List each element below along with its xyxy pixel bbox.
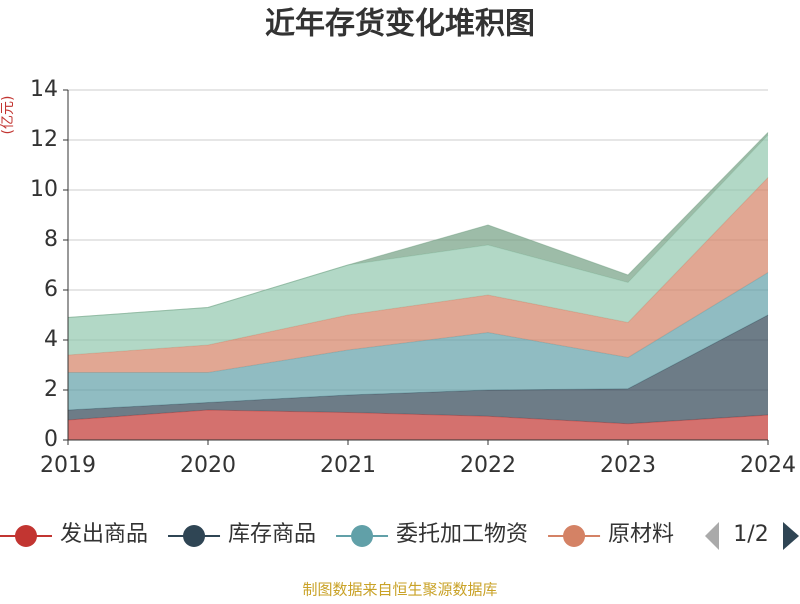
area-edge — [67, 132, 769, 318]
legend-label: 委托加工物资 — [396, 522, 528, 547]
area-fill — [68, 135, 768, 355]
y-tick-label: 8 — [44, 227, 58, 252]
x-tick-label: 2021 — [320, 453, 376, 478]
legend-label: 发出商品 — [60, 522, 148, 547]
y-axis-label: (亿元) — [0, 96, 16, 135]
x-tick-label: 2019 — [40, 453, 96, 478]
area-fill — [68, 410, 768, 440]
source-note: 制图数据来自恒生聚源数据库 — [302, 581, 497, 599]
x-tick-label: 2022 — [460, 453, 516, 478]
y-tick-label: 4 — [44, 327, 58, 352]
y-tick-label: 6 — [44, 277, 58, 302]
y-tick-label: 14 — [30, 77, 58, 102]
x-tick-label: 2020 — [180, 453, 236, 478]
y-tick-label: 0 — [44, 427, 58, 452]
area-fill — [68, 315, 768, 424]
legend-prev[interactable] — [705, 522, 719, 550]
area-fill — [68, 177, 768, 373]
legend-next[interactable] — [783, 522, 799, 550]
chart-title: 近年存货变化堆积图 — [265, 7, 535, 42]
legend-page: 1/2 — [733, 522, 768, 547]
y-tick-label: 2 — [44, 377, 58, 402]
legend-label: 原材料 — [608, 522, 674, 547]
legend: 发出商品 库存商品 委托加工物资 原材料 — [0, 522, 674, 547]
y-tick-label: 12 — [30, 127, 58, 152]
x-tick-label: 2024 — [740, 453, 796, 478]
x-tick-label: 2023 — [600, 453, 656, 478]
y-tick-label: 10 — [30, 177, 58, 202]
legend-marker — [15, 525, 37, 547]
legend-marker — [183, 525, 206, 547]
plot: 0 2 4 6 8 10 12 14 2019 2020 2021 2022 2023 2024 — [30, 77, 796, 478]
legend-marker — [351, 525, 374, 547]
legend-label: 库存商品 — [228, 522, 316, 547]
legend-marker — [563, 525, 586, 547]
area-fill — [68, 132, 768, 318]
